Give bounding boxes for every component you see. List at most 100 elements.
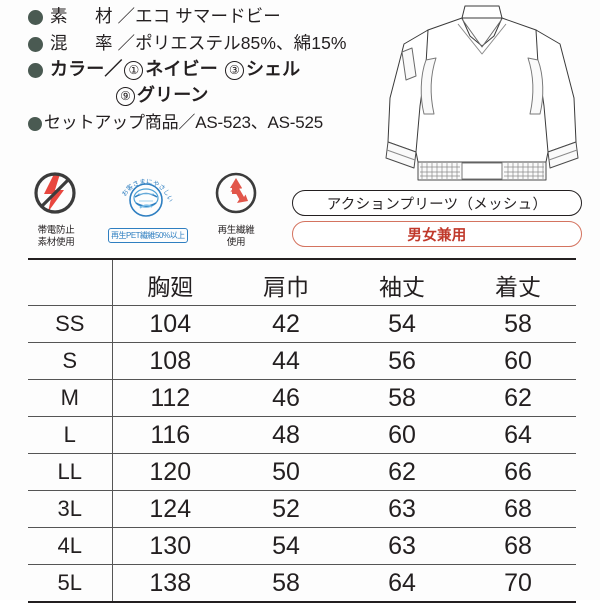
color-number-9: ⑨ <box>116 86 135 106</box>
spec-setup-label: セットアップ商品 <box>44 112 179 132</box>
table-row: S 108 44 56 60 <box>28 342 576 380</box>
cell-length: 64 <box>504 420 532 449</box>
cell-chest: 130 <box>149 531 192 560</box>
bullet-icon <box>28 36 43 52</box>
color-name-3: シェル <box>245 59 301 80</box>
eco-caption-recycle: 再生繊維 使用 <box>198 225 274 249</box>
spec-row-material: 素 材／エコ サマードビー <box>28 6 390 27</box>
spec-setup-sep: ／ <box>178 112 196 132</box>
cell-shoulder: 42 <box>272 309 300 338</box>
cell-length: 62 <box>504 383 532 412</box>
table-row: 5L 138 58 64 70 <box>28 564 576 602</box>
color-name-9: グリーン <box>137 84 209 105</box>
bullet-icon <box>28 10 43 25</box>
cell-length: 60 <box>504 346 532 375</box>
cell-sleeve: 64 <box>388 568 416 597</box>
spec-material-text: 素 材／エコ サマードビー <box>50 6 281 27</box>
cell-length: 70 <box>504 568 532 597</box>
table-row: 3L 124 52 63 68 <box>28 490 576 528</box>
cell-chest: 112 <box>150 383 191 412</box>
eco-icon-group: 帯電防止 素材使用 お客さまにやさしい 再生PET繊維50%以上 <box>18 170 274 249</box>
cell-sleeve: 63 <box>388 494 416 523</box>
cell-sleeve: 60 <box>388 420 416 449</box>
cell-sleeve: 58 <box>388 383 416 412</box>
cell-size: SS <box>28 305 113 343</box>
spec-row-blend: 混 率／ポリエステル85%、綿15% <box>28 33 390 54</box>
color-number-1: ① <box>124 61 144 81</box>
spec-color-text: カラー／ ① ネイビー ③ シェル <box>50 59 301 81</box>
eco-item-recycle: 再生繊維 使用 <box>198 170 274 249</box>
svg-text:お客さまにやさしい: お客さまにやさしい <box>120 178 174 204</box>
table-row: 4L 130 54 63 68 <box>28 527 576 565</box>
spec-material-value: エコ サマードビー <box>135 6 281 26</box>
cell-sleeve: 56 <box>388 346 416 375</box>
eco-item-antistatic: 帯電防止 素材使用 <box>18 170 94 249</box>
spec-material-sep: ／ <box>117 6 136 26</box>
cell-shoulder: 44 <box>272 346 300 375</box>
antistatic-icon <box>34 172 76 214</box>
table-row: M 112 46 58 62 <box>28 379 576 417</box>
cell-chest: 108 <box>149 346 192 375</box>
cell-length: 66 <box>504 457 532 486</box>
spec-setup-text: セットアップ商品／AS-523、AS-525 <box>44 113 323 133</box>
spec-blend-label: 混 率 <box>50 32 118 53</box>
table-header-row: 胸廻 肩巾 袖丈 着丈 <box>28 259 576 306</box>
eco-caption-recycle-line2: 使用 <box>226 236 246 248</box>
spec-row-color: カラー／ ① ネイビー ③ シェル <box>28 59 390 81</box>
spec-blend-value: ポリエステル85%、綿15% <box>135 32 347 53</box>
bullet-icon <box>28 116 42 131</box>
cell-size: 4L <box>28 527 113 565</box>
header-length: 着丈 <box>495 274 541 300</box>
header-size <box>28 259 113 306</box>
spec-material-label: 素 材 <box>50 6 118 26</box>
color-name-1: ネイビー <box>145 59 218 80</box>
spec-blend-sep: ／ <box>117 32 136 53</box>
cell-shoulder: 50 <box>272 457 300 486</box>
eco-mark-icon: お客さまにやさしい <box>120 178 175 217</box>
cell-shoulder: 46 <box>272 383 300 412</box>
spec-color-text-2: ⑨ グリーン <box>114 85 209 106</box>
cell-length: 58 <box>504 309 532 338</box>
badge-unisex: 男女兼用 <box>292 221 582 247</box>
cell-sleeve: 54 <box>388 309 416 338</box>
header-shoulder: 肩巾 <box>263 274 309 300</box>
cell-size: S <box>28 342 113 380</box>
cell-size: LL <box>28 453 113 491</box>
spec-blend-text: 混 率／ポリエステル85%、綿15% <box>50 33 347 54</box>
eco-caption-recycle-line1: 再生繊維 <box>217 225 255 236</box>
cell-chest: 116 <box>150 420 191 449</box>
eco-caption-antistatic: 帯電防止 素材使用 <box>18 225 94 249</box>
color-number-3: ③ <box>224 61 244 81</box>
eco-caption-pet-wrap: 再生PET繊維50%以上 <box>108 225 188 243</box>
cell-shoulder: 58 <box>272 568 300 597</box>
feature-badge-group: アクションプリーツ（メッシュ） 男女兼用 <box>292 190 582 247</box>
spec-color-label: カラー <box>50 59 105 80</box>
cell-sleeve: 62 <box>388 457 416 486</box>
cell-shoulder: 52 <box>272 494 300 523</box>
eco-item-pet: お客さまにやさしい 再生PET繊維50%以上 <box>108 170 188 243</box>
eco-mark-arc-text: お客さまにやさしい <box>120 178 174 204</box>
cell-size: 3L <box>28 490 113 528</box>
cell-chest: 124 <box>149 494 192 523</box>
cell-shoulder: 48 <box>272 420 300 449</box>
cell-size: L <box>28 416 113 454</box>
cell-chest: 120 <box>149 457 192 486</box>
cell-chest: 138 <box>149 568 192 597</box>
eco-caption-antistatic-line2: 素材使用 <box>37 236 75 248</box>
table-row: LL 120 50 62 66 <box>28 453 576 491</box>
spec-row-setup: セットアップ商品／AS-523、AS-525 <box>28 113 390 133</box>
spec-color-sep: ／ <box>104 59 123 80</box>
jacket-back-view-illustration <box>385 5 579 181</box>
table-row: L 116 48 60 64 <box>28 416 576 454</box>
header-sleeve: 袖丈 <box>379 274 425 300</box>
cell-size: M <box>28 379 113 417</box>
cell-shoulder: 54 <box>272 531 300 560</box>
eco-caption-pet: 再生PET繊維50%以上 <box>108 228 188 243</box>
cell-chest: 104 <box>149 309 192 338</box>
badge-action-pleats: アクションプリーツ（メッシュ） <box>292 190 582 216</box>
spec-list: 素 材／エコ サマードビー 混 率／ポリエステル85%、綿15% カラー／ ① ネイ… <box>0 0 390 139</box>
cell-length: 68 <box>504 531 532 560</box>
eco-caption-antistatic-line1: 帯電防止 <box>37 225 75 236</box>
cell-length: 68 <box>504 494 532 523</box>
